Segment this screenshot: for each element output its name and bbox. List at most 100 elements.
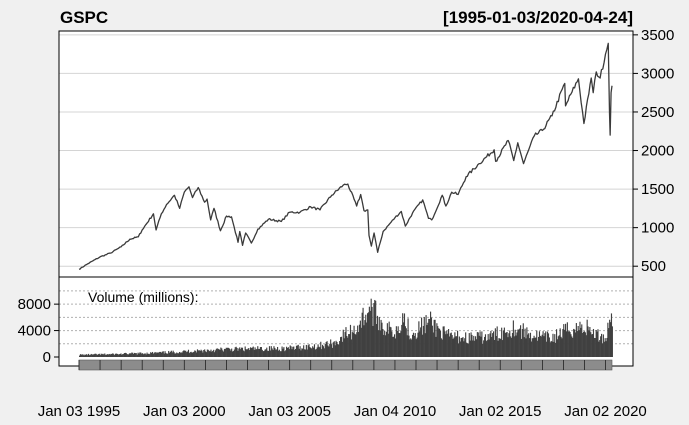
price-tick-label: 1500 xyxy=(641,181,674,198)
volume-bar xyxy=(375,300,377,357)
volume-bar xyxy=(83,355,85,357)
volume-bar xyxy=(455,336,457,357)
volume-bar xyxy=(385,335,387,357)
volume-bar xyxy=(360,327,362,357)
volume-bar xyxy=(355,334,357,357)
volume-bar xyxy=(212,350,214,357)
volume-bar xyxy=(420,327,422,357)
volume-bar xyxy=(369,310,371,357)
volume-bar xyxy=(571,336,573,357)
volume-bar xyxy=(374,299,376,357)
volume-bar xyxy=(282,348,284,357)
volume-bar xyxy=(577,326,579,357)
volume-bar xyxy=(268,350,270,357)
volume-bar xyxy=(344,332,346,357)
volume-bar xyxy=(475,336,477,357)
volume-bar xyxy=(293,346,295,357)
volume-bar xyxy=(453,337,455,357)
volume-bar xyxy=(166,353,168,357)
volume-bar xyxy=(90,353,92,357)
volume-bar xyxy=(484,336,486,357)
volume-bar xyxy=(315,349,317,357)
volume-bar xyxy=(338,344,340,357)
volume-bar xyxy=(368,306,370,357)
volume-bar xyxy=(540,336,542,357)
volume-bar xyxy=(210,349,212,357)
volume-bar xyxy=(263,351,265,357)
volume-bar xyxy=(484,334,487,357)
volume-bar xyxy=(295,348,297,357)
volume-bar xyxy=(365,314,367,357)
volume-bar xyxy=(82,354,84,357)
volume-bar xyxy=(275,349,277,357)
volume-bar xyxy=(273,346,275,357)
volume-bar xyxy=(181,352,183,357)
volume-bar xyxy=(404,326,406,357)
volume-bar xyxy=(114,355,116,357)
volume-bar xyxy=(608,328,610,357)
volume-bar xyxy=(230,350,232,357)
volume-bar xyxy=(379,330,381,357)
volume-bar xyxy=(133,352,136,357)
volume-bar xyxy=(250,348,253,357)
volume-bar xyxy=(403,322,405,357)
volume-bar xyxy=(318,346,320,357)
volume-bar xyxy=(445,334,447,357)
volume-bar xyxy=(480,336,482,357)
volume-bar xyxy=(371,306,373,357)
volume-bar xyxy=(422,325,424,357)
volume-bar xyxy=(367,312,370,357)
volume-bar xyxy=(411,339,413,357)
volume-bar xyxy=(489,333,491,357)
volume-bar xyxy=(529,338,531,357)
volume-bar xyxy=(589,327,591,357)
volume-bar xyxy=(217,348,219,357)
volume-bar xyxy=(524,328,526,357)
volume-bar xyxy=(537,340,539,357)
volume-bar xyxy=(334,345,336,357)
volume-bar xyxy=(307,345,309,357)
chart-date-range: [1995-01-03/2020-04-24] xyxy=(443,8,633,27)
volume-bar xyxy=(286,348,289,357)
volume-bar xyxy=(597,329,599,357)
volume-bar xyxy=(137,352,139,357)
volume-bar xyxy=(281,346,283,357)
volume-bar xyxy=(541,334,543,357)
volume-bar xyxy=(551,341,553,357)
volume-bar xyxy=(521,329,523,357)
volume-bar xyxy=(129,353,131,357)
volume-bar xyxy=(249,350,251,357)
volume-bar xyxy=(89,354,91,357)
volume-bar xyxy=(120,353,122,357)
volume-bar xyxy=(588,330,590,357)
volume-bar xyxy=(242,350,244,357)
volume-bar xyxy=(119,354,121,357)
volume-bar xyxy=(502,330,505,357)
volume-bar xyxy=(167,353,169,357)
x-axis-strip xyxy=(78,359,613,371)
volume-bar xyxy=(97,354,99,357)
volume-bar xyxy=(326,341,328,357)
volume-bar xyxy=(270,346,272,357)
volume-bar xyxy=(319,347,321,357)
volume-bar xyxy=(223,351,225,357)
volume-bar xyxy=(279,351,281,357)
volume-bar xyxy=(472,340,474,357)
volume-bar xyxy=(402,313,404,357)
volume-bar xyxy=(595,330,597,357)
volume-bar xyxy=(432,332,434,357)
volume-bar xyxy=(116,353,118,357)
volume-bar xyxy=(456,336,458,357)
volume-bar xyxy=(328,346,330,357)
volume-bar xyxy=(310,347,312,357)
volume-bar xyxy=(314,349,316,357)
volume-bar xyxy=(322,344,324,357)
volume-bar xyxy=(317,344,319,357)
volume-bar xyxy=(305,344,307,357)
volume-bar xyxy=(517,329,519,357)
volume-bar xyxy=(421,317,423,357)
volume-bar xyxy=(393,336,395,357)
volume-bar xyxy=(523,337,525,357)
volume-bar xyxy=(151,352,153,357)
volume-bar xyxy=(564,329,566,357)
